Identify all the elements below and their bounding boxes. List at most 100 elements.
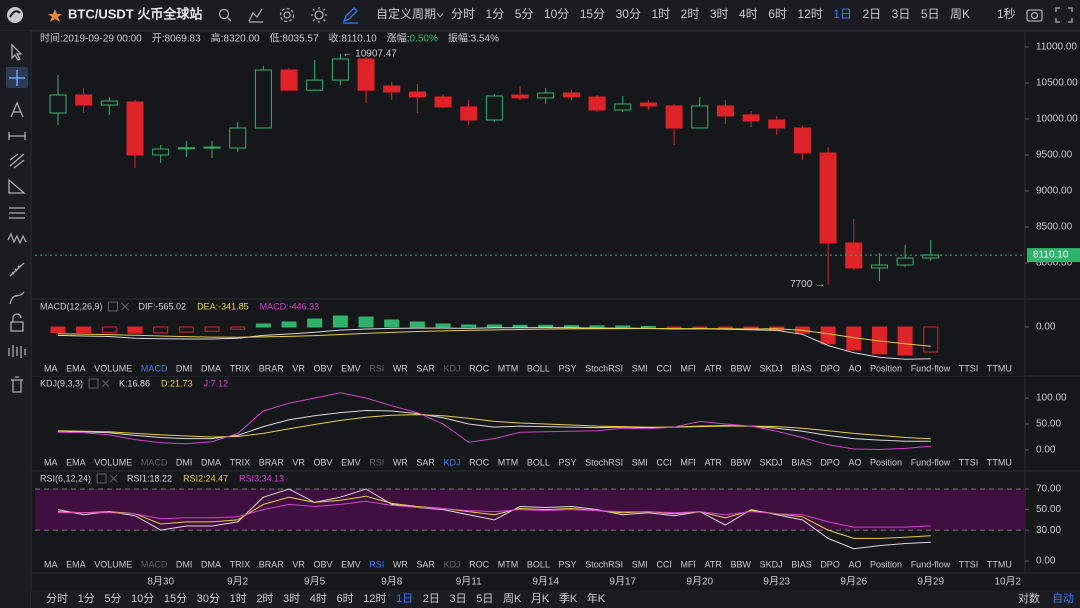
indicator-tab[interactable]: MA (44, 559, 58, 569)
indicator-tab[interactable]: ATR (705, 559, 723, 569)
period-button[interactable]: 2时 (681, 7, 700, 21)
indicator-tab[interactable]: EMA (66, 559, 86, 569)
lock-tool[interactable] (10, 313, 24, 332)
delete-tool[interactable] (11, 376, 23, 393)
close-toggle[interactable] (101, 379, 110, 388)
indicator-tab[interactable]: VR (292, 363, 305, 373)
indicator-tab[interactable]: VR (292, 559, 305, 569)
indicator-tab[interactable]: EMA (66, 457, 86, 467)
period-button[interactable]: 1分 (486, 7, 505, 21)
indicator-tab[interactable]: VOLUME (94, 363, 132, 373)
indicator-tab[interactable]: BBW (730, 363, 751, 373)
period-button[interactable]: 5日 (921, 7, 940, 21)
footer-period[interactable]: 1时 (230, 592, 247, 605)
indicator-tab[interactable]: WR (393, 363, 408, 373)
search-icon[interactable] (218, 8, 232, 22)
brush-tool[interactable] (9, 291, 25, 305)
indicator-tab[interactable]: SKDJ (760, 363, 783, 373)
indicator-tab[interactable]: CCI (656, 363, 672, 373)
indicator-tab[interactable]: SMI (632, 363, 648, 373)
period-button[interactable]: 5分 (515, 7, 534, 21)
indicator-tab[interactable]: DPO (820, 559, 840, 569)
indicator-tab[interactable]: MACD (141, 559, 168, 569)
magnet-tool[interactable] (8, 345, 26, 358)
indicator-tab[interactable]: PSY (558, 457, 576, 467)
footer-period[interactable]: 周K (503, 592, 522, 605)
indicator-tab[interactable]: BBW (730, 559, 751, 569)
visibility-toggle[interactable] (108, 301, 119, 312)
indicator-tab[interactable]: ROC (469, 363, 490, 373)
footer-period[interactable]: 6时 (337, 592, 354, 605)
footer-period[interactable]: 2日 (423, 593, 440, 605)
indicator-tab[interactable]: RSI (369, 457, 384, 467)
channel-tool[interactable] (9, 153, 25, 169)
indicator-tab[interactable]: EMV (341, 559, 361, 569)
indicator-tab[interactable]: VR (292, 457, 305, 467)
indicator-tab[interactable]: TTMU (987, 363, 1012, 373)
indicator-tab[interactable]: Position (870, 363, 902, 373)
footer-period[interactable]: 1日 (396, 593, 413, 605)
indicator-tab[interactable]: MA (44, 457, 58, 467)
indicator-tab[interactable]: TRIX (230, 363, 251, 373)
footer-period[interactable]: 10分 (131, 592, 154, 605)
indicator-icon[interactable] (248, 8, 263, 23)
wave-tool[interactable] (7, 232, 27, 245)
refresh-rate[interactable]: 1秒 (997, 7, 1016, 21)
indicator-tab[interactable]: SAR (416, 457, 435, 467)
indicator-tab[interactable]: ROC (469, 559, 490, 569)
indicator-tab[interactable]: AO (848, 457, 861, 467)
indicator-tab[interactable]: KDJ (444, 559, 461, 569)
indicator-tab[interactable]: VOLUME (94, 457, 132, 467)
indicator-tab[interactable]: MA (44, 363, 58, 373)
indicator-tab[interactable]: MTM (498, 559, 518, 569)
period-button[interactable]: 30分 (616, 7, 641, 21)
indicator-tab[interactable]: StochRSI (585, 559, 623, 569)
footer-period[interactable]: 3日 (450, 593, 467, 605)
indicator-tab[interactable]: ATR (705, 457, 723, 467)
indicator-tab[interactable]: DMI (176, 363, 193, 373)
close-toggle[interactable] (109, 474, 118, 483)
footer-period[interactable]: 年K (587, 591, 606, 605)
indicator-tab[interactable]: RSI (369, 559, 384, 569)
pointer-tool[interactable] (11, 43, 23, 61)
footer-period[interactable]: 5日 (476, 593, 493, 605)
indicator-tab[interactable]: OBV (313, 363, 332, 373)
draw-icon[interactable] (342, 7, 358, 24)
indicator-tab[interactable]: MACD (141, 457, 168, 467)
period-button[interactable]: 3日 (892, 7, 911, 21)
indicator-tab[interactable]: MTM (498, 457, 518, 467)
indicator-tab[interactable]: OBV (313, 559, 332, 569)
text-tool[interactable] (10, 101, 24, 118)
indicator-tab[interactable]: DMA (201, 363, 221, 373)
footer-period[interactable]: 15分 (164, 592, 187, 605)
indicator-tab[interactable]: DMI (176, 457, 193, 467)
period-button[interactable]: 2日 (862, 7, 881, 21)
triangle-tool[interactable] (8, 178, 26, 194)
indicator-tab[interactable]: SAR (416, 363, 435, 373)
footer-period[interactable]: 2时 (256, 592, 273, 605)
period-button[interactable]: 1时 (651, 7, 670, 21)
indicator-tab[interactable]: SKDJ (760, 457, 783, 467)
period-button[interactable]: 1日 (833, 7, 852, 21)
indicator-tab[interactable]: TTSI (959, 559, 979, 569)
period-button[interactable]: 周K (950, 7, 970, 21)
indicator-tab[interactable]: BIAS (791, 457, 812, 467)
indicator-tab[interactable]: AO (848, 363, 861, 373)
indicator-tab[interactable]: StochRSI (585, 457, 623, 467)
indicator-tab[interactable]: SMI (632, 457, 648, 467)
indicator-tab[interactable]: OBV (313, 457, 332, 467)
indicator-tab[interactable]: ROC (469, 457, 490, 467)
indicator-tab[interactable]: SKDJ (760, 559, 783, 569)
indicator-tab[interactable]: TTMU (987, 457, 1012, 467)
indicator-tab[interactable]: TTSI (959, 363, 979, 373)
period-button[interactable]: 3时 (710, 7, 729, 21)
indicator-tab[interactable]: SMI (632, 559, 648, 569)
indicator-tab[interactable]: Fund-flow (911, 457, 951, 467)
indicator-tab[interactable]: PSY (558, 559, 576, 569)
indicator-tab[interactable]: KDJ (444, 363, 461, 373)
footer-period[interactable]: 4时 (310, 592, 327, 605)
indicator-tab[interactable]: DMI (176, 559, 193, 569)
indicator-tab[interactable]: DMA (201, 457, 221, 467)
line-tool[interactable] (8, 132, 26, 140)
crosshair-tool[interactable] (9, 70, 25, 86)
